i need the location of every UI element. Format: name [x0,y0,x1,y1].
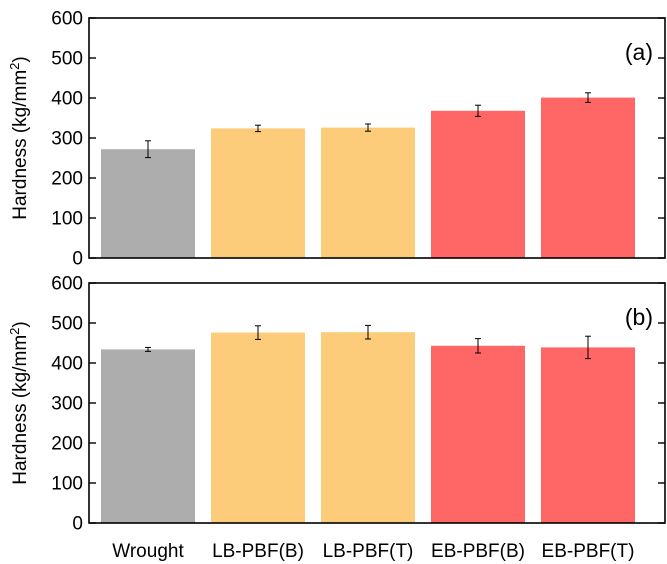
y-axis-label-main: Hardness (kg/mm [10,70,31,220]
y-tick-label: 100 [51,474,83,495]
bar-a-0 [101,149,195,258]
error-bar-b-1 [255,325,261,340]
bar-b-0 [101,349,195,523]
x-tick-label-2: LB-PBF(T) [323,541,414,562]
x-tick-label-1: LB-PBF(B) [212,541,304,562]
error-bar-a-2 [365,123,371,132]
panel-label-b: (b) [625,304,653,330]
x-tick-label-3: EB-PBF(B) [431,541,525,562]
y-axis-label-superscript: 2 [7,63,22,70]
y-tick-label: 300 [51,394,83,415]
y-tick-label: 600 [51,274,83,295]
error-bar-b-2 [365,324,371,340]
y-tick-label: 0 [72,514,83,535]
panel-a-chart: 0 100 200 300 400 500 600 Hardness (kg/mm2) (a) [7,9,666,270]
y-tick-label: 300 [51,129,83,150]
y-tick-label: 400 [51,354,83,375]
error-bar-b-0 [145,346,151,352]
y-axis-label: Hardness (kg/mm2) [7,56,31,219]
error-bar-b-3 [475,338,481,354]
panel-b-chart: 0 100 200 300 400 500 600 Hardness (kg/mm2) (b) W… [7,274,666,562]
y-tick-label: 100 [51,209,83,230]
bar-b-1 [211,332,305,523]
bar-a-1 [211,128,305,258]
error-bar-a-1 [255,124,261,133]
x-tick-label-0: Wrought [112,541,184,562]
y-tick-label: 0 [72,249,83,270]
error-bar-a-4 [585,92,591,103]
bar-a-3 [431,110,525,258]
bar-b-2 [321,332,415,523]
y-tick-label: 500 [51,49,83,70]
panel-label-a: (a) [625,39,653,65]
y-axis-label-tail: ) [10,321,31,327]
bar-a-4 [541,97,635,258]
error-bar-b-4 [585,335,591,360]
bar-b-4 [541,347,635,523]
y-tick-label: 200 [51,169,83,190]
y-axis-label-tail: ) [10,56,31,62]
y-tick-label: 400 [51,89,83,110]
bar-a-2 [321,127,415,258]
y-tick-label: 500 [51,314,83,335]
y-axis-label: Hardness (kg/mm2) [7,321,31,484]
y-axis-label-main: Hardness (kg/mm [10,335,31,485]
y-axis-label-superscript: 2 [7,328,22,335]
error-bar-a-3 [475,104,481,117]
y-tick-label: 600 [51,9,83,30]
bar-b-3 [431,345,525,523]
x-tick-label-4: EB-PBF(T) [542,541,635,562]
y-tick-label: 200 [51,434,83,455]
error-bar-a-0 [145,140,151,159]
